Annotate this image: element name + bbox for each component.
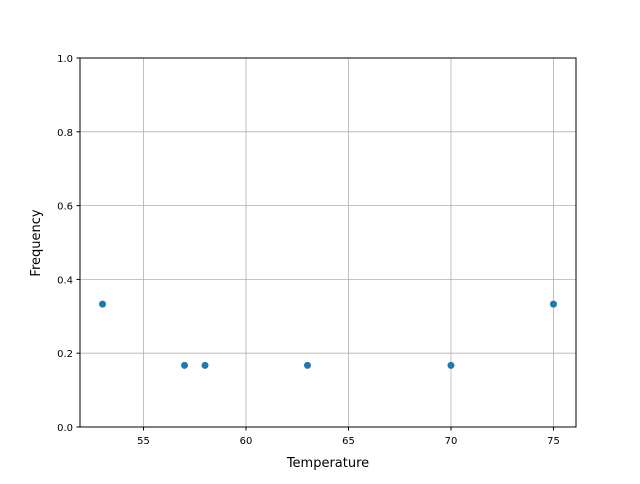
y-tick-label: 0.6 — [57, 202, 73, 213]
y-tick-label: 1.0 — [57, 54, 73, 65]
plot-frame — [79, 57, 577, 428]
y-axis-label: Frequency — [29, 209, 44, 276]
y-tick-label: 0.4 — [57, 275, 73, 286]
data-point — [447, 361, 455, 369]
x-tick-label: 55 — [137, 436, 150, 447]
x-axis-label: Temperature — [286, 456, 369, 471]
x-tick-label: 70 — [445, 436, 458, 447]
data-point — [549, 300, 557, 308]
grid — [80, 57, 576, 428]
data-point — [304, 361, 312, 369]
data-point — [181, 361, 189, 369]
x-tick-label: 60 — [240, 436, 253, 447]
data-point — [99, 300, 107, 308]
x-tick-label: 75 — [547, 436, 560, 447]
y-tick-label: 0.2 — [57, 349, 73, 360]
y-tick-label: 0.0 — [57, 423, 73, 434]
points — [99, 300, 557, 369]
x-tick-label: 65 — [342, 436, 355, 447]
data-point — [201, 361, 209, 369]
ticks: 55 60 65 70 75 0.0 0.2 0.4 0.6 0.8 1.0 — [57, 54, 560, 447]
y-tick-label: 0.8 — [57, 128, 73, 139]
